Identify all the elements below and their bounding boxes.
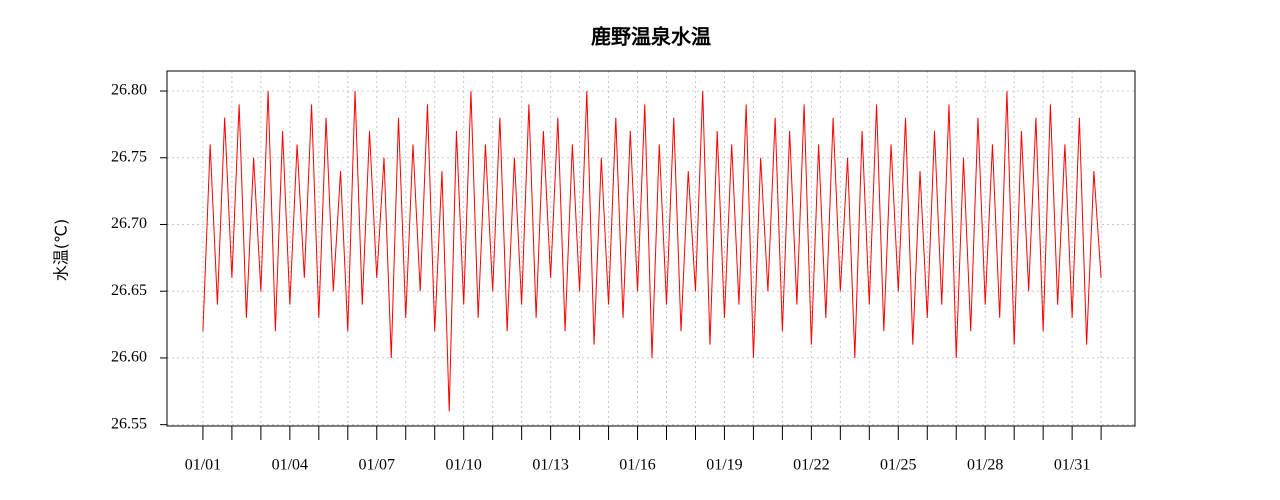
x-tick-label: 01/25 xyxy=(880,457,916,474)
data-line xyxy=(202,91,1102,412)
x-tick-label: 01/04 xyxy=(272,457,308,474)
x-tick-label: 01/07 xyxy=(359,457,395,474)
y-tick-label: 26.65 xyxy=(111,282,147,299)
x-tick-label: 01/13 xyxy=(532,457,568,474)
y-tick-label: 26.55 xyxy=(111,415,147,432)
chart-title: 鹿野温泉水温 xyxy=(591,25,711,49)
x-tick-label: 01/16 xyxy=(619,457,655,474)
x-tick-label: 01/22 xyxy=(793,457,829,474)
y-axis-label: 水温(℃) xyxy=(52,219,71,281)
x-tick-label: 01/10 xyxy=(445,457,481,474)
x-tick-label: 01/31 xyxy=(1054,457,1090,474)
y-tick-label: 26.80 xyxy=(111,82,147,99)
plot-frame xyxy=(166,70,1136,427)
y-tick-label: 26.70 xyxy=(111,215,147,232)
y-tick-label: 26.60 xyxy=(111,349,147,366)
x-tick-label: 01/01 xyxy=(185,457,221,474)
x-tick-label: 01/19 xyxy=(706,457,742,474)
y-tick-label: 26.75 xyxy=(111,148,147,165)
x-tick-label: 01/28 xyxy=(967,457,1003,474)
